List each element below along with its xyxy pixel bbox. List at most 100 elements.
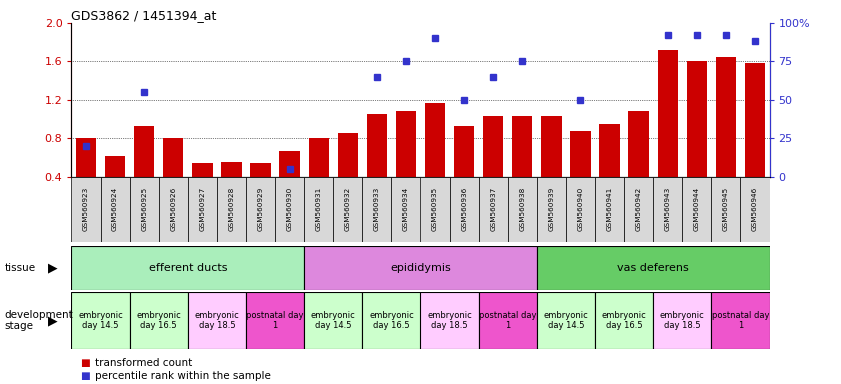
Text: ▶: ▶ bbox=[48, 314, 58, 327]
Text: GDS3862 / 1451394_at: GDS3862 / 1451394_at bbox=[71, 9, 217, 22]
Text: embryonic
day 14.5: embryonic day 14.5 bbox=[78, 311, 123, 330]
Text: GSM560944: GSM560944 bbox=[694, 187, 700, 232]
Bar bbox=[304, 177, 333, 242]
Bar bbox=[130, 177, 159, 242]
Text: percentile rank within the sample: percentile rank within the sample bbox=[95, 371, 271, 381]
Bar bbox=[624, 177, 653, 242]
Bar bbox=[251, 163, 271, 215]
Bar bbox=[425, 103, 445, 215]
Bar bbox=[740, 177, 770, 242]
Bar bbox=[76, 138, 96, 215]
Text: embryonic
day 14.5: embryonic day 14.5 bbox=[311, 311, 356, 330]
Text: tissue: tissue bbox=[4, 263, 35, 273]
Text: embryonic
day 16.5: embryonic day 16.5 bbox=[136, 311, 181, 330]
Bar bbox=[595, 292, 653, 349]
Text: postnatal day
1: postnatal day 1 bbox=[711, 311, 770, 330]
Bar bbox=[193, 163, 213, 215]
Text: GSM560941: GSM560941 bbox=[606, 187, 612, 232]
Bar bbox=[686, 61, 707, 215]
Text: epididymis: epididymis bbox=[390, 263, 451, 273]
Bar bbox=[71, 177, 101, 242]
Text: postnatal day
1: postnatal day 1 bbox=[479, 311, 537, 330]
Bar bbox=[304, 292, 362, 349]
Bar bbox=[130, 292, 188, 349]
Text: embryonic
day 18.5: embryonic day 18.5 bbox=[194, 311, 240, 330]
Text: ▶: ▶ bbox=[48, 262, 58, 274]
Bar bbox=[682, 177, 711, 242]
Text: embryonic
day 16.5: embryonic day 16.5 bbox=[601, 311, 647, 330]
Bar bbox=[246, 177, 275, 242]
Bar bbox=[188, 292, 246, 349]
Text: GSM560946: GSM560946 bbox=[752, 187, 758, 232]
Bar bbox=[658, 50, 678, 215]
Bar bbox=[512, 116, 532, 215]
Bar bbox=[163, 138, 183, 215]
Text: embryonic
day 14.5: embryonic day 14.5 bbox=[543, 311, 589, 330]
Text: GSM560927: GSM560927 bbox=[199, 187, 205, 232]
Text: vas deferens: vas deferens bbox=[617, 263, 689, 273]
Bar bbox=[653, 177, 682, 242]
Bar bbox=[483, 116, 504, 215]
Bar bbox=[542, 116, 562, 215]
Bar bbox=[337, 134, 358, 215]
Bar bbox=[570, 131, 590, 215]
Text: embryonic
day 16.5: embryonic day 16.5 bbox=[369, 311, 414, 330]
Text: embryonic
day 18.5: embryonic day 18.5 bbox=[660, 311, 705, 330]
Text: development
stage: development stage bbox=[4, 310, 73, 331]
Text: GSM560940: GSM560940 bbox=[578, 187, 584, 232]
Bar bbox=[275, 177, 304, 242]
Bar bbox=[333, 177, 362, 242]
Bar bbox=[600, 124, 620, 215]
Text: GSM560938: GSM560938 bbox=[519, 187, 526, 232]
Text: GSM560925: GSM560925 bbox=[141, 187, 147, 232]
Text: GSM560926: GSM560926 bbox=[170, 187, 177, 232]
Text: GSM560943: GSM560943 bbox=[664, 187, 671, 232]
Text: GSM560928: GSM560928 bbox=[229, 187, 235, 232]
Text: GSM560930: GSM560930 bbox=[287, 187, 293, 232]
Bar bbox=[537, 246, 770, 290]
Bar bbox=[454, 126, 474, 215]
Bar bbox=[711, 177, 740, 242]
Text: GSM560934: GSM560934 bbox=[403, 187, 409, 232]
Bar bbox=[566, 177, 595, 242]
Text: efferent ducts: efferent ducts bbox=[149, 263, 227, 273]
Text: transformed count: transformed count bbox=[95, 358, 193, 368]
Text: postnatal day
1: postnatal day 1 bbox=[246, 311, 304, 330]
Text: GSM560942: GSM560942 bbox=[636, 187, 642, 232]
Bar bbox=[217, 177, 246, 242]
Bar bbox=[420, 177, 450, 242]
Bar bbox=[304, 246, 537, 290]
Bar bbox=[537, 292, 595, 349]
Text: GSM560936: GSM560936 bbox=[461, 187, 467, 232]
Text: GSM560935: GSM560935 bbox=[432, 187, 438, 232]
Bar bbox=[537, 177, 566, 242]
Bar bbox=[134, 126, 155, 215]
Bar bbox=[309, 138, 329, 215]
Bar bbox=[367, 114, 387, 215]
Bar bbox=[508, 177, 537, 242]
Bar bbox=[479, 292, 537, 349]
Text: ■: ■ bbox=[80, 371, 90, 381]
Text: ■: ■ bbox=[80, 358, 90, 368]
Bar bbox=[279, 151, 299, 215]
Bar bbox=[653, 292, 711, 349]
Bar bbox=[628, 111, 648, 215]
Text: GSM560937: GSM560937 bbox=[490, 187, 496, 232]
Bar bbox=[362, 177, 391, 242]
Bar bbox=[716, 56, 736, 215]
Bar bbox=[396, 111, 416, 215]
Bar bbox=[362, 292, 420, 349]
Bar bbox=[711, 292, 770, 349]
Bar bbox=[246, 292, 304, 349]
Bar bbox=[595, 177, 624, 242]
Text: GSM560939: GSM560939 bbox=[548, 187, 554, 232]
Bar bbox=[188, 177, 217, 242]
Bar bbox=[71, 246, 304, 290]
Bar bbox=[221, 162, 241, 215]
Bar bbox=[745, 63, 765, 215]
Text: GSM560923: GSM560923 bbox=[83, 187, 89, 232]
Bar bbox=[450, 177, 479, 242]
Bar bbox=[391, 177, 420, 242]
Text: GSM560931: GSM560931 bbox=[315, 187, 322, 232]
Text: GSM560932: GSM560932 bbox=[345, 187, 351, 232]
